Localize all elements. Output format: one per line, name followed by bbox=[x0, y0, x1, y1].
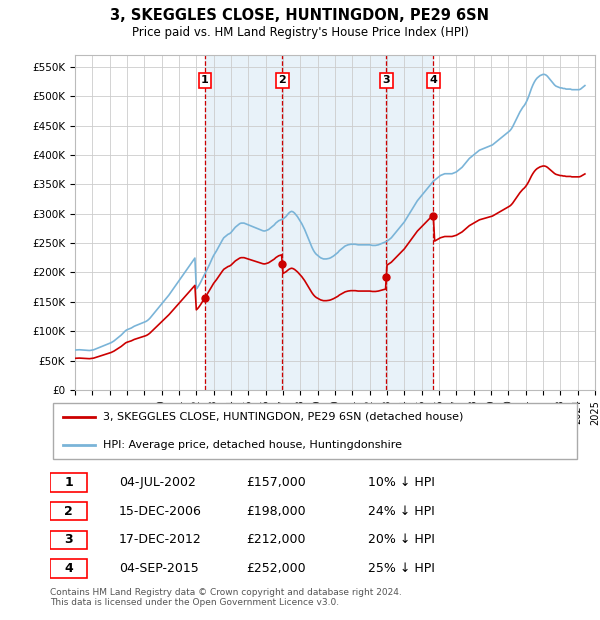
FancyBboxPatch shape bbox=[50, 502, 87, 520]
Text: 3: 3 bbox=[382, 75, 390, 85]
Text: £157,000: £157,000 bbox=[246, 476, 306, 489]
Text: 3: 3 bbox=[64, 533, 73, 546]
Text: £198,000: £198,000 bbox=[246, 505, 306, 518]
FancyBboxPatch shape bbox=[50, 559, 87, 578]
FancyBboxPatch shape bbox=[50, 531, 87, 549]
Text: 2: 2 bbox=[278, 75, 286, 85]
Text: 20% ↓ HPI: 20% ↓ HPI bbox=[368, 533, 435, 546]
Text: £252,000: £252,000 bbox=[246, 562, 306, 575]
Bar bbox=[205, 55, 283, 390]
Text: 25% ↓ HPI: 25% ↓ HPI bbox=[368, 562, 435, 575]
Bar bbox=[283, 55, 386, 390]
Text: 10% ↓ HPI: 10% ↓ HPI bbox=[368, 476, 435, 489]
Text: £212,000: £212,000 bbox=[246, 533, 305, 546]
Text: Price paid vs. HM Land Registry's House Price Index (HPI): Price paid vs. HM Land Registry's House … bbox=[131, 26, 469, 39]
Text: 04-JUL-2002: 04-JUL-2002 bbox=[119, 476, 196, 489]
Text: 15-DEC-2006: 15-DEC-2006 bbox=[119, 505, 202, 518]
Text: 3, SKEGGLES CLOSE, HUNTINGDON, PE29 6SN (detached house): 3, SKEGGLES CLOSE, HUNTINGDON, PE29 6SN … bbox=[103, 412, 463, 422]
Text: 24% ↓ HPI: 24% ↓ HPI bbox=[368, 505, 435, 518]
Text: 4: 4 bbox=[430, 75, 437, 85]
Text: 1: 1 bbox=[201, 75, 209, 85]
Text: 17-DEC-2012: 17-DEC-2012 bbox=[119, 533, 202, 546]
Text: 1: 1 bbox=[64, 476, 73, 489]
Text: HPI: Average price, detached house, Huntingdonshire: HPI: Average price, detached house, Hunt… bbox=[103, 440, 402, 450]
Text: 04-SEP-2015: 04-SEP-2015 bbox=[119, 562, 199, 575]
Text: 2: 2 bbox=[64, 505, 73, 518]
Text: 4: 4 bbox=[64, 562, 73, 575]
Text: Contains HM Land Registry data © Crown copyright and database right 2024.
This d: Contains HM Land Registry data © Crown c… bbox=[50, 588, 402, 608]
FancyBboxPatch shape bbox=[50, 473, 87, 492]
Bar bbox=[386, 55, 433, 390]
FancyBboxPatch shape bbox=[53, 403, 577, 459]
Text: 3, SKEGGLES CLOSE, HUNTINGDON, PE29 6SN: 3, SKEGGLES CLOSE, HUNTINGDON, PE29 6SN bbox=[110, 8, 490, 23]
